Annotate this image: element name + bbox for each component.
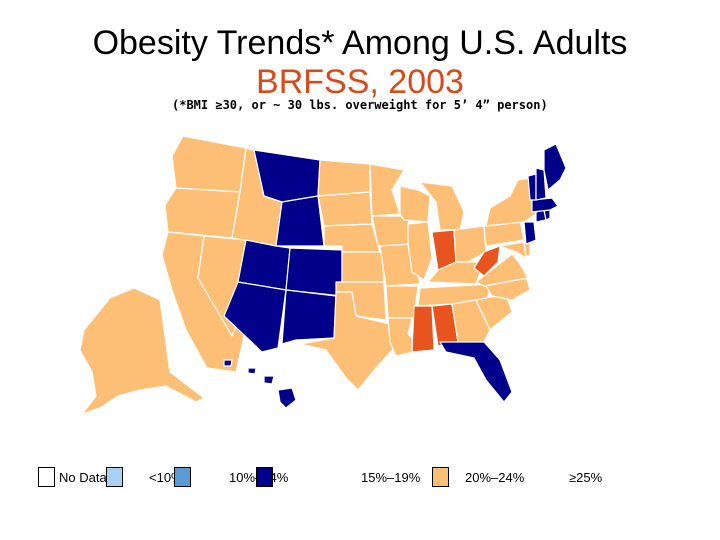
legend-10-14: 10%–14% xyxy=(174,466,288,488)
state-vermont xyxy=(527,173,537,201)
state-wyoming xyxy=(275,195,325,247)
legend-no-data: No Data xyxy=(38,466,107,488)
legend-swatch-lt10 xyxy=(106,467,123,487)
page-subtitle-year: BRFSS, 2003 xyxy=(256,63,464,101)
state-minnesota xyxy=(369,163,405,217)
state-ohio xyxy=(453,225,487,263)
state-nebraska xyxy=(323,223,381,253)
state-texas xyxy=(299,291,397,391)
state-hawaii-big xyxy=(277,387,297,409)
state-colorado xyxy=(285,247,343,297)
legend-label-20-24: 20%–24% xyxy=(465,469,525,485)
state-massachusetts xyxy=(531,197,559,213)
state-new-jersey xyxy=(523,221,537,245)
state-new-hampshire xyxy=(535,167,547,201)
state-montana xyxy=(253,149,321,203)
state-washington xyxy=(171,135,247,193)
legend-lt10: <10% xyxy=(106,466,183,488)
state-maine xyxy=(543,143,567,191)
legend-swatch-no-data xyxy=(38,467,55,487)
state-kentucky xyxy=(427,261,485,285)
state-illinois xyxy=(407,221,433,281)
state-south-dakota xyxy=(317,191,373,227)
state-hawaii-maui xyxy=(263,375,275,385)
legend-25plus: ≥25% xyxy=(569,466,602,488)
legend-label-25plus: ≥25% xyxy=(569,469,603,485)
state-maryland xyxy=(499,241,527,259)
state-virginia xyxy=(475,253,529,287)
bmi-footnote: (*BMI ≥30, or ~ 30 lbs. overweight for 5… xyxy=(172,98,548,112)
state-north-dakota xyxy=(317,159,371,197)
state-oregon xyxy=(164,187,241,239)
state-arizona xyxy=(223,281,287,353)
legend-swatch-20-24 xyxy=(432,467,449,487)
state-hawaii-kauai xyxy=(223,359,233,367)
legend-label-no-data: No Data xyxy=(59,469,107,485)
state-florida xyxy=(439,341,513,403)
legend-20-24: 20%–24% xyxy=(432,466,524,488)
page-title: Obesity Trends* Among U.S. Adults xyxy=(92,24,628,62)
state-wisconsin xyxy=(399,185,431,223)
state-alaska xyxy=(79,287,205,415)
state-utah xyxy=(237,239,291,291)
legend-label-15-19: 15%–19% xyxy=(361,469,421,485)
state-west-virginia xyxy=(473,245,501,277)
state-mississippi xyxy=(411,305,435,353)
state-new-mexico xyxy=(281,289,337,345)
legend-15-19: 15%–19% xyxy=(256,466,420,488)
state-hawaii-oahu xyxy=(247,367,257,375)
legend-swatch-15-19 xyxy=(256,467,273,487)
legend-swatch-10-14 xyxy=(174,467,191,487)
state-kansas xyxy=(341,251,385,283)
